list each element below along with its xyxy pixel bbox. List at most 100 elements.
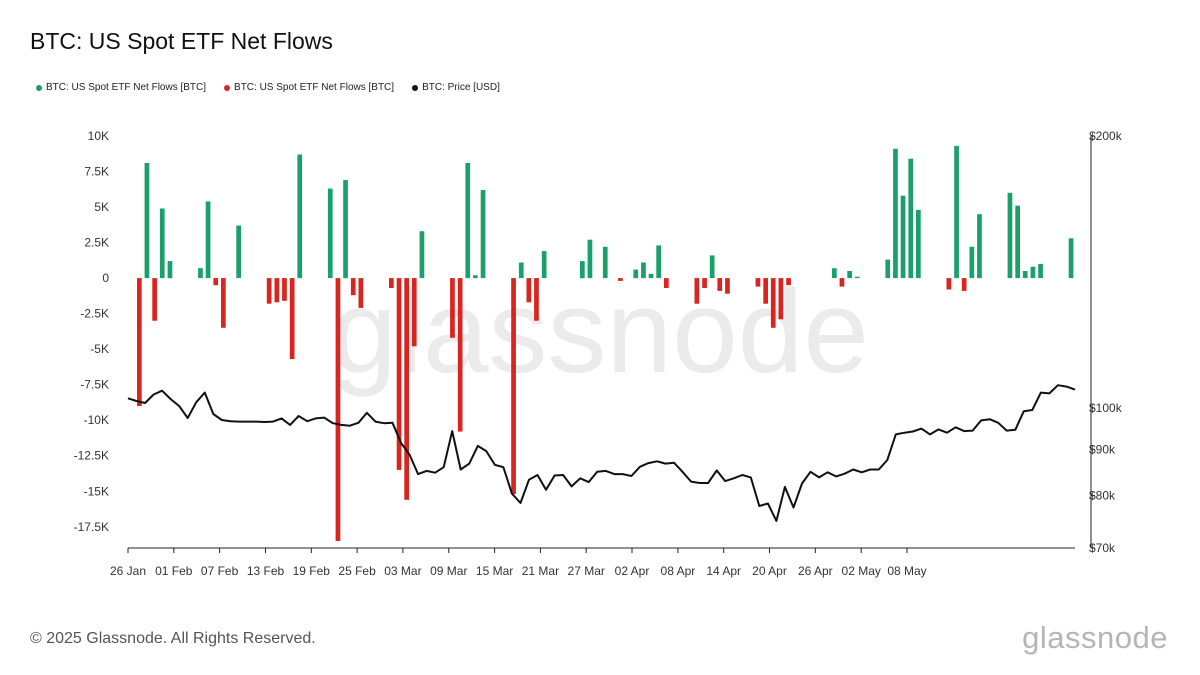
y-right-tick-label: $70k [1089,541,1116,555]
inflow-bar [480,190,486,279]
inflow-bar [832,268,837,279]
x-tick-label: 01 Feb [155,564,193,578]
outflow-bar [137,278,142,406]
chart-title: BTC: US Spot ETF Net Flows [30,28,333,54]
inflow-bar [916,209,921,279]
inflow-bar [709,255,715,279]
outflow-bar [786,278,791,286]
y-right-tick-label: $200k [1089,129,1123,143]
x-tick-label: 26 Apr [798,564,833,578]
y-left-tick-label: 10K [88,129,109,143]
x-tick-label: 09 Mar [430,564,467,578]
outflow-bar [221,278,226,328]
inflow-bar [641,262,646,279]
legend: BTC: US Spot ETF Net Flows [BTC] BTC: US… [36,82,500,93]
legend-label-outflows: BTC: US Spot ETF Net Flows [BTC] [234,82,395,93]
inflow-bar [473,275,478,279]
outflow-bar [770,278,776,328]
inflow-bar [465,163,471,279]
watermark-text: glassnode [331,266,869,398]
inflow-bar [847,271,852,279]
y-left-tick-label: -12.5K [74,449,109,463]
inflow-bar [1038,263,1043,279]
legend-dot-black [412,84,419,91]
y-right-tick-label: $80k [1089,489,1116,503]
outflow-bar [702,278,707,288]
legend-item-inflows[interactable]: BTC: US Spot ETF Net Flows [BTC] [36,82,206,93]
y-left-tick-label: 5K [94,200,109,214]
x-tick-label: 13 Feb [247,564,285,578]
x-tick-label: 07 Feb [201,564,239,578]
y-left-tick-label: -7.5K [80,378,109,392]
inflow-bar [969,246,975,279]
legend-dot-green [36,84,42,91]
legend-item-price[interactable]: BTC: Price [USD] [412,82,500,93]
inflow-bar [977,214,982,279]
inflow-bar [900,195,906,279]
inflow-bar [602,246,608,279]
x-tick-label: 21 Mar [522,564,559,578]
outflow-bar [511,278,516,495]
y-left-tick-label: -15K [84,484,109,498]
inflow-bar [587,239,593,279]
outflow-bar [152,278,157,321]
inflow-bar [205,201,211,279]
legend-item-outflows[interactable]: BTC: US Spot ETF Net Flows [BTC] [224,82,394,93]
inflow-bar [1022,271,1028,279]
outflow-bar [404,278,409,500]
price-line [127,384,1076,522]
inflow-bar [236,225,241,279]
y-right-tick-label: $90k [1089,442,1116,456]
outflow-bar [725,278,730,294]
x-tick-label: 08 May [887,564,926,578]
inflow-bar [1030,266,1036,279]
inflow-bar [1015,205,1020,279]
y-right-tick-label: $100k [1089,401,1123,415]
outflow-bar [763,278,768,304]
brand-logo: glassnode [1022,620,1168,655]
outflow-bar [350,278,356,296]
x-tick-label: 20 Apr [752,564,787,578]
outflow-bar [664,278,669,288]
outflow-bar [266,278,272,304]
legend-dot-red [224,84,231,91]
inflow-bar [854,276,860,279]
outflow-bar [335,278,341,541]
inflow-bar [656,245,661,279]
x-tick-label: 08 Apr [661,564,696,578]
legend-label-inflows: BTC: US Spot ETF Net Flows [BTC] [46,82,207,93]
inflow-bar [343,180,348,279]
plot-layer: 10K 7.5K 5K 2.5K 0 -2.5K -5K -7.5K -10K -12.5K -15… [74,129,1123,578]
x-tick-label: 02 May [842,564,881,578]
outflow-bar [618,278,623,281]
inflow-bar [297,154,303,279]
outflow-bar [534,278,539,321]
outflow-bar [289,278,295,360]
x-tick-label: 03 Mar [384,564,421,578]
x-tick-label: 14 Apr [706,564,741,578]
inflow-bar [580,261,585,279]
x-tick-label: 19 Feb [293,564,331,578]
inflow-bar [908,158,914,279]
outflow-bar [961,278,967,291]
y-left-tick-label: 0 [102,271,109,285]
x-tick-label: 25 Feb [338,564,376,578]
outflow-bar [778,278,784,320]
outflow-bar [282,278,287,301]
y-left-tick-label: -17.5K [74,520,109,534]
x-tick-label: 15 Mar [476,564,513,578]
outflow-bar [358,278,364,308]
outflow-bar [755,278,761,287]
inflow-bar [893,148,898,279]
inflow-bar [541,251,547,279]
outflow-bar [694,278,700,304]
outflow-bar [396,278,402,470]
outflow-bar [526,278,532,303]
outflow-bar [450,278,455,338]
inflow-bar [885,259,891,279]
x-tick-label: 26 Jan [110,564,146,578]
y-left-tick-label: 2.5K [84,236,109,250]
inflow-bar [648,273,654,279]
y-left-tick-label: -10K [84,413,109,427]
